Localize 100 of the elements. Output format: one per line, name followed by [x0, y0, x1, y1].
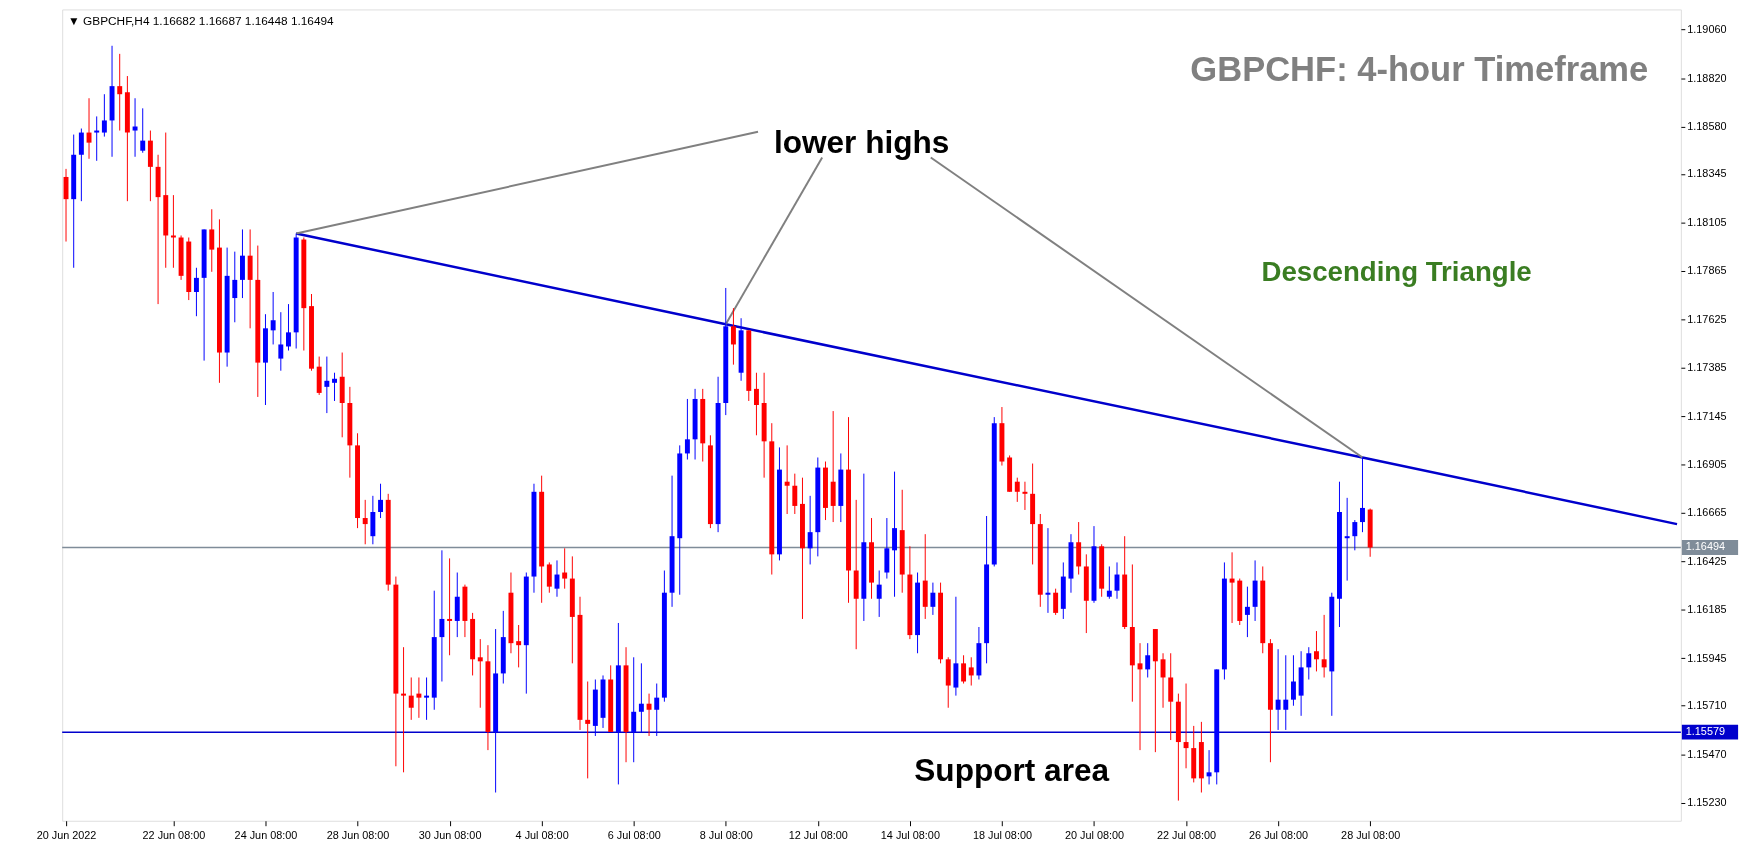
candlestick — [1045, 527, 1051, 614]
candlestick — [930, 582, 936, 616]
y-tick-label: 1.17865 — [1687, 264, 1727, 277]
candlestick — [94, 115, 100, 162]
candlestick — [1314, 630, 1319, 672]
candlestick — [1022, 481, 1028, 511]
annotation: Support area — [914, 752, 1110, 789]
candlestick — [968, 656, 974, 687]
candlestick — [270, 291, 276, 345]
candlestick — [1360, 456, 1365, 533]
x-tick-label: 20 Jun 2022 — [36, 829, 97, 842]
y-tick-label: 1.15230 — [1687, 796, 1727, 809]
candlestick — [654, 683, 660, 737]
x-tick-label: 22 Jul 08:00 — [1157, 829, 1217, 842]
candlestick — [140, 107, 146, 154]
y-tick-label: 1.16185 — [1687, 603, 1727, 616]
annotation: ▼ GBPCHF,H4 1.16682 1.16687 1.16448 1.16494 — [68, 14, 335, 29]
candlestick — [730, 307, 736, 366]
y-tick-label: 1.16905 — [1687, 458, 1727, 470]
candlestick — [1053, 588, 1059, 616]
candlestick — [362, 499, 368, 545]
candlestick — [1283, 654, 1289, 731]
y-tick-label: 1.15710 — [1687, 699, 1727, 712]
y-tick-label: 1.16665 — [1687, 506, 1727, 519]
x-tick-label: 28 Jul 08:00 — [1341, 829, 1401, 842]
x-tick-label: 28 Jun 08:00 — [326, 829, 390, 842]
candlestick — [1014, 477, 1020, 503]
candlestick — [416, 676, 422, 719]
candlestick — [1344, 497, 1350, 582]
x-tick-label: 12 Jul 08:00 — [788, 829, 848, 842]
candlestick — [378, 483, 384, 519]
candlestick — [792, 473, 798, 515]
candlestick — [961, 654, 967, 685]
candlestick — [562, 547, 568, 590]
candlestick — [332, 372, 337, 402]
candlestick — [1160, 652, 1166, 709]
candlestick — [638, 662, 644, 733]
candlestick — [1244, 586, 1250, 638]
y-tick-label: 1.18820 — [1687, 71, 1727, 84]
annotation: Descending Triangle — [1261, 255, 1532, 287]
candlestick — [546, 561, 552, 594]
candlestick — [1306, 646, 1312, 680]
ref-line-label: 1.16494 — [1685, 540, 1725, 553]
candlestick — [1206, 749, 1212, 785]
candlestick — [807, 495, 813, 565]
y-tick-label: 1.19060 — [1687, 23, 1727, 36]
candlestick — [193, 267, 199, 317]
candlestick — [1145, 642, 1151, 678]
x-tick-label: 18 Jul 08:00 — [972, 829, 1032, 842]
candlestick — [585, 681, 591, 779]
candlestick — [78, 128, 84, 202]
y-tick-label: 1.17385 — [1687, 361, 1727, 374]
candlestick — [1275, 648, 1281, 731]
candlestick — [401, 646, 407, 773]
candlestick — [278, 311, 284, 372]
candlestick — [646, 693, 652, 737]
candlestick — [1352, 519, 1358, 551]
candlestick — [408, 676, 414, 721]
x-tick-label: 26 Jul 08:00 — [1249, 829, 1309, 842]
candlestick — [286, 303, 291, 352]
y-tick-label: 1.18580 — [1687, 119, 1727, 132]
y-tick-label: 1.18345 — [1687, 167, 1727, 180]
candlestick — [424, 676, 430, 721]
x-tick-label: 14 Jul 08:00 — [880, 829, 940, 842]
y-tick-label: 1.17145 — [1687, 409, 1727, 422]
x-tick-label: 4 Jul 08:00 — [515, 829, 569, 842]
y-tick-label: 1.16425 — [1687, 554, 1727, 567]
candlestick — [631, 656, 637, 763]
candlestick — [170, 194, 176, 269]
candlestick — [753, 372, 759, 436]
candlestick — [892, 471, 897, 598]
y-tick-label: 1.15945 — [1687, 651, 1727, 664]
candlestick — [784, 444, 790, 515]
candlestick — [1183, 683, 1189, 769]
ref-line-label: 1.15579 — [1685, 725, 1725, 738]
y-tick-label: 1.15470 — [1687, 747, 1727, 760]
x-tick-label: 24 Jun 08:00 — [234, 829, 298, 842]
x-tick-label: 30 Jun 08:00 — [418, 829, 482, 842]
candlestick — [439, 549, 445, 683]
y-tick-label: 1.17625 — [1687, 312, 1727, 325]
candlestick — [1229, 551, 1235, 624]
x-tick-label: 8 Jul 08:00 — [699, 829, 753, 842]
candlestick — [1106, 565, 1112, 600]
candlestick — [117, 53, 123, 132]
candlestick — [132, 97, 138, 158]
x-tick-label: 22 Jun 08:00 — [142, 829, 206, 842]
candlestick — [447, 557, 453, 656]
annotation: lower highs — [773, 123, 950, 160]
y-tick-label: 1.18105 — [1687, 215, 1727, 228]
candlestick — [876, 570, 882, 618]
candlestick — [684, 398, 690, 460]
candlestick — [209, 208, 215, 273]
candlestick — [477, 638, 483, 709]
line-series — [294, 232, 1679, 526]
candlestick — [1290, 654, 1296, 707]
candlestick — [101, 93, 107, 138]
candlestick — [324, 356, 330, 414]
candlestick — [232, 251, 238, 323]
x-tick-label: 20 Jul 08:00 — [1064, 829, 1125, 842]
x-tick-label: 6 Jul 08:00 — [607, 829, 661, 842]
